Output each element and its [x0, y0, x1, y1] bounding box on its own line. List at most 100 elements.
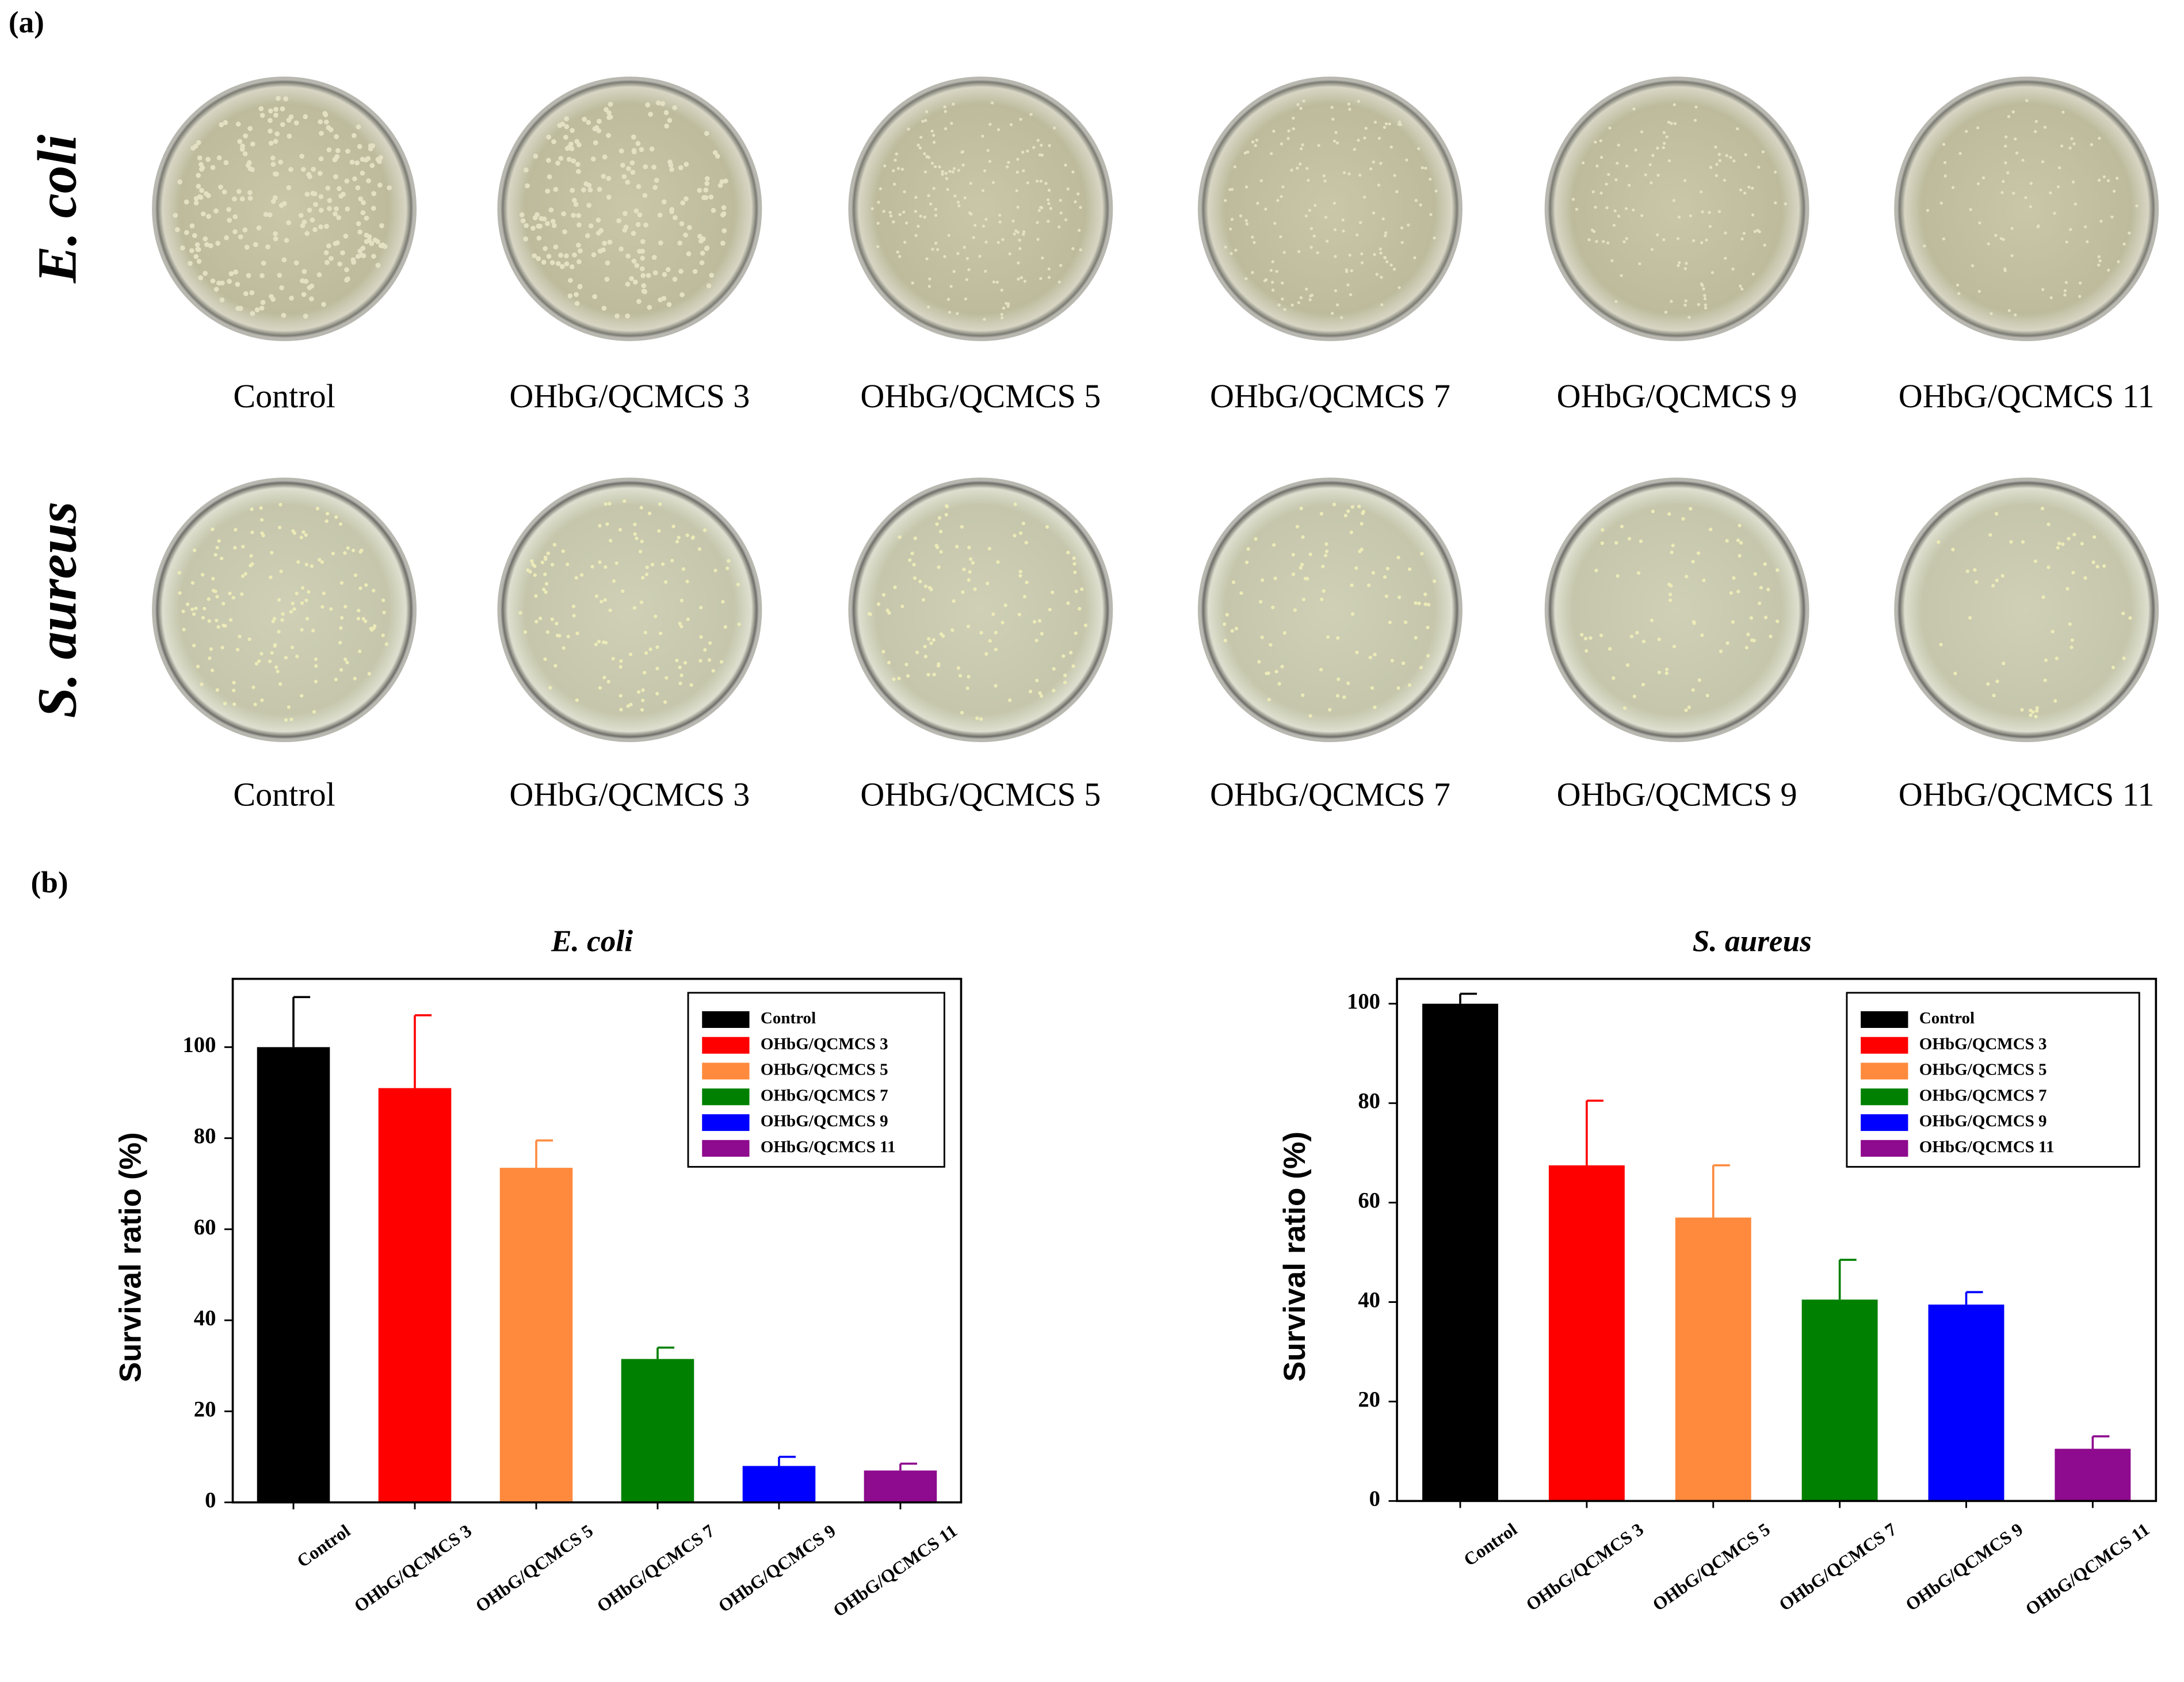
colony [914, 209, 918, 213]
colony [900, 167, 904, 171]
colony [590, 156, 596, 162]
colony [673, 215, 678, 220]
colony [571, 212, 576, 218]
colony [1049, 207, 1052, 211]
colony [618, 665, 623, 669]
colony [1608, 126, 1612, 130]
colony [260, 300, 266, 305]
colony [210, 668, 215, 672]
colony [924, 118, 927, 122]
colony [636, 299, 642, 304]
colony [1281, 297, 1284, 301]
colony [712, 150, 718, 155]
colony [1685, 575, 1689, 579]
colony [1627, 537, 1632, 541]
colony [216, 155, 222, 160]
colony [1079, 248, 1082, 252]
bar [864, 1470, 937, 1503]
colony [672, 105, 678, 110]
y-tick-label: 0 [1369, 1486, 1380, 1511]
colony [246, 273, 251, 278]
colony [1347, 172, 1351, 175]
colony [200, 165, 205, 171]
colony [655, 100, 661, 106]
colony [304, 598, 308, 602]
colony [629, 276, 635, 281]
colony [1667, 512, 1671, 516]
colony [534, 594, 538, 598]
colony [934, 242, 938, 245]
colony [2083, 225, 2087, 229]
colony [235, 305, 241, 311]
legend-swatch [1861, 1037, 1908, 1054]
colony [2060, 144, 2064, 148]
colony [697, 547, 702, 551]
colony [188, 261, 193, 266]
colony [1383, 255, 1387, 259]
colony [2025, 99, 2029, 102]
colony [986, 582, 990, 586]
colony [1656, 233, 1659, 236]
colony [298, 213, 304, 218]
colony [564, 253, 569, 259]
colony [1677, 215, 1681, 219]
colony [911, 281, 914, 285]
colony [314, 664, 318, 668]
colony [1769, 634, 1773, 639]
colony [1683, 303, 1687, 307]
colony [618, 527, 623, 532]
colony [543, 246, 548, 251]
colony [174, 227, 180, 232]
colony [1622, 240, 1626, 243]
colony [224, 235, 229, 240]
colony [1595, 240, 1598, 243]
colony [1620, 525, 1624, 529]
colony [571, 605, 576, 609]
colony [346, 546, 350, 550]
colony [523, 630, 528, 634]
colony [1981, 176, 1986, 179]
colony [1681, 517, 1685, 521]
colony [637, 212, 643, 217]
colony [387, 185, 392, 190]
colony [581, 187, 586, 193]
colony [2079, 281, 2082, 285]
colony [973, 223, 977, 227]
colony [301, 530, 306, 534]
colony [1724, 257, 1727, 260]
colony [651, 165, 656, 170]
colony [650, 563, 654, 567]
colony [339, 626, 343, 630]
colony [1047, 267, 1051, 271]
colony [1045, 525, 1049, 529]
colony [1385, 260, 1389, 263]
colony [631, 258, 637, 264]
colony [699, 635, 703, 639]
colony [1224, 198, 1227, 202]
colony [941, 170, 944, 173]
colony [994, 647, 998, 652]
colony [283, 96, 289, 102]
colony [1246, 150, 1250, 154]
colony [268, 108, 273, 114]
colony [1000, 316, 1004, 320]
colony [608, 114, 613, 120]
colony [1640, 214, 1644, 217]
colony [358, 586, 362, 590]
colony [1290, 169, 1293, 172]
colony [1433, 236, 1436, 240]
colony [1926, 209, 1930, 212]
colony [304, 231, 310, 236]
colony [1995, 679, 1999, 683]
colony [1072, 556, 1076, 560]
colony [654, 178, 659, 183]
colony [1013, 533, 1017, 538]
colony [2040, 506, 2045, 511]
colony [2065, 240, 2068, 244]
y-tick-label: 80 [194, 1124, 216, 1149]
colony [564, 124, 570, 129]
colony [2106, 179, 2110, 182]
colony [354, 160, 360, 166]
colony [192, 612, 196, 616]
colony [253, 242, 258, 247]
